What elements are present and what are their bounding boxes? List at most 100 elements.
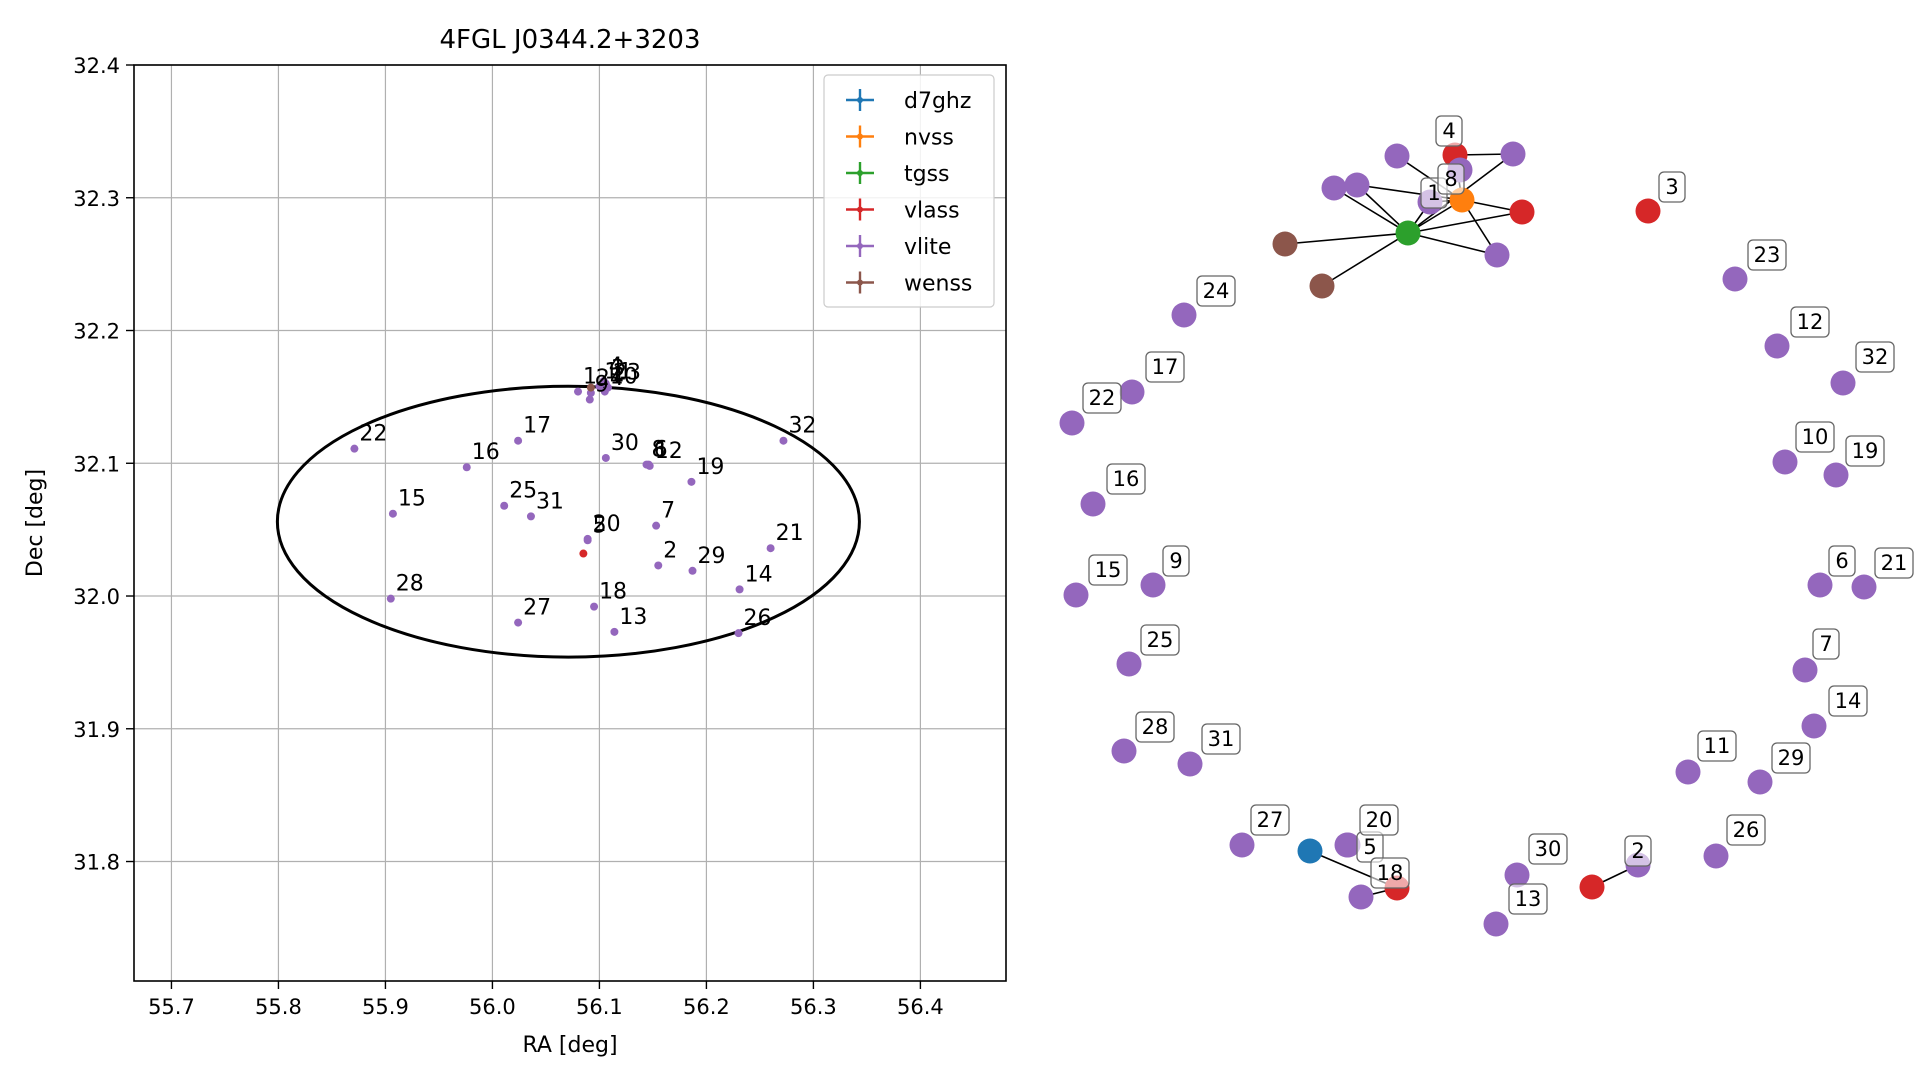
legend-marker-dot [857, 279, 863, 286]
node-label: 25 [1140, 624, 1180, 656]
point-label: 24 [596, 366, 624, 391]
node-label: 16 [1106, 463, 1146, 495]
node-label-text: 28 [1142, 715, 1169, 739]
node-label: 15 [1088, 554, 1128, 586]
node-label-box [1082, 382, 1122, 414]
node-label-box [1795, 421, 1835, 453]
data-point-vlite [574, 387, 583, 396]
node-label: 20 [1359, 804, 1399, 836]
graph-node-vlite [1792, 657, 1818, 683]
node-label: 10 [1795, 421, 1835, 453]
data-point-vlite [603, 383, 612, 392]
graph-edge [1407, 232, 1498, 256]
node-label: 27 [1250, 804, 1290, 836]
point-label: 19 [696, 455, 724, 480]
points-layer [350, 376, 788, 638]
node-label: 14 [1828, 685, 1868, 717]
node-label-box [1874, 547, 1914, 579]
graph-node-wenss [1272, 231, 1298, 257]
node-label-box [1771, 742, 1811, 774]
node-label-text: 18 [1377, 861, 1404, 885]
point-label: 16 [472, 440, 500, 465]
node-labels: 1234567891011121314151617181920212223242… [1082, 115, 1914, 915]
graph-edge [1333, 187, 1409, 234]
node-label-text: 6 [1835, 549, 1848, 573]
data-point-vlite [601, 453, 610, 462]
node-label: 2 [1624, 835, 1652, 867]
node-label: 30 [1528, 833, 1568, 865]
x-tick-label: 55.8 [255, 995, 302, 1019]
data-point-vlite [654, 561, 663, 570]
node-label: 13 [1508, 883, 1548, 915]
point-label: 5 [593, 513, 607, 538]
node-label-box [1370, 857, 1410, 889]
graph-node-vlite [1504, 862, 1530, 888]
node-label-box [1812, 628, 1840, 660]
graph-node-vlite [1080, 491, 1106, 517]
node-label-text: 32 [1862, 345, 1889, 369]
node-label-box [1697, 730, 1737, 762]
node-label-box [1196, 275, 1236, 307]
legend-marker-dot [857, 133, 863, 140]
point-label: 15 [398, 487, 426, 512]
graph-node-vlite [1830, 370, 1856, 396]
data-point-vlite [652, 521, 661, 530]
graph-node-wenss [1309, 273, 1335, 299]
node-label-text: 15 [1095, 558, 1122, 582]
node-label-text: 7 [1819, 632, 1832, 656]
graph-node-vlite [1772, 449, 1798, 475]
y-tick-label: 32.0 [73, 585, 120, 609]
node-label: 6 [1828, 545, 1856, 577]
graph-node-vlite [1500, 141, 1526, 167]
graph-node-vlass [1635, 198, 1661, 224]
data-point-vlite [766, 544, 775, 553]
point-label: 10 [610, 365, 638, 390]
node-label-box [1508, 883, 1548, 915]
node-label-box [1828, 685, 1868, 717]
y-tick-label: 32.2 [73, 320, 120, 344]
data-point-vlite [734, 629, 743, 638]
node-label-box [1145, 351, 1185, 383]
node-label-text: 26 [1733, 818, 1760, 842]
data-point-vlite [585, 395, 594, 404]
node-label: 3 [1658, 171, 1686, 203]
x-tick-label: 56.0 [469, 995, 516, 1019]
x-axis-label: RA [deg] [522, 1033, 617, 1058]
node-label-box [1624, 835, 1652, 867]
legend: d7ghz nvss tgss vlass vlite wenss [823, 74, 995, 308]
x-tick-label: 56.3 [790, 995, 837, 1019]
node-label: 17 [1145, 351, 1185, 383]
point-label: 11 [604, 359, 632, 384]
node-label: 11 [1697, 730, 1737, 762]
node-label-box [1855, 341, 1895, 373]
node-label: 28 [1135, 711, 1175, 743]
node-label-text: 19 [1852, 439, 1879, 463]
node-label: 32 [1855, 341, 1895, 373]
node-label-box [1790, 306, 1830, 338]
data-point-vlite [583, 534, 592, 543]
point-label: 17 [523, 414, 551, 439]
node-label-box [1437, 163, 1465, 195]
data-point-vlite [462, 463, 471, 472]
y-tick-label: 31.8 [73, 851, 120, 875]
point-label: 29 [698, 544, 726, 569]
node-label-text: 2 [1631, 839, 1644, 863]
point-label: 22 [359, 422, 387, 447]
node-label-text: 20 [1366, 808, 1393, 832]
node-label-text: 4 [1442, 119, 1455, 143]
data-point-vlite [645, 461, 654, 470]
graph-edge [1321, 232, 1409, 287]
graph-node-vlite [1801, 713, 1827, 739]
graph-node-vlite [1063, 582, 1089, 608]
node-label-text: 17 [1152, 355, 1179, 379]
point-label: 26 [744, 606, 772, 631]
node-label: 22 [1082, 382, 1122, 414]
node-label-text: 23 [1754, 243, 1781, 267]
node-label-box [1106, 463, 1146, 495]
node-label-text: 9 [1169, 549, 1182, 573]
node-label-text: 27 [1257, 808, 1284, 832]
data-point-vlite [610, 627, 619, 636]
